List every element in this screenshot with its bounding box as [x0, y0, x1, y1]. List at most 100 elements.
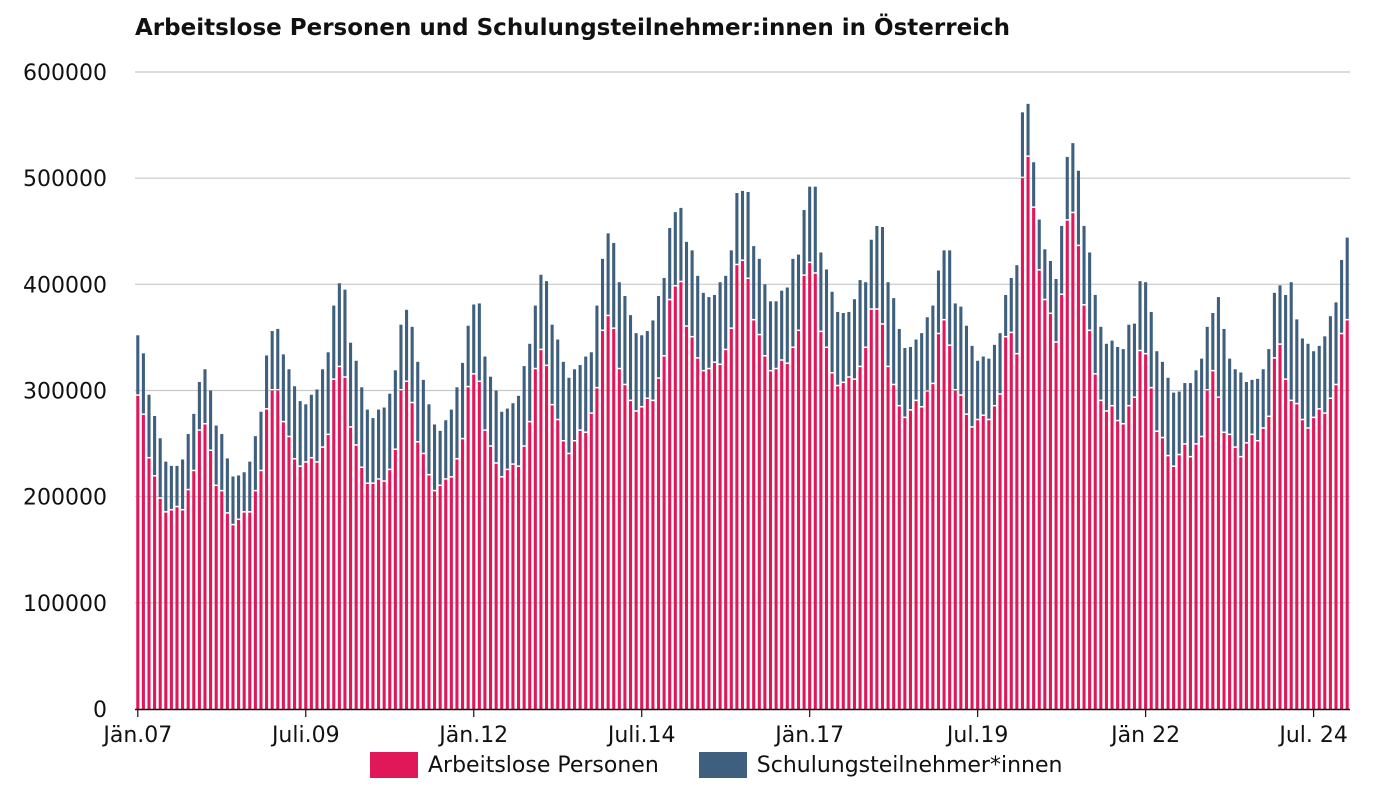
bar-schulungsteilnehmer[interactable]: [225, 458, 229, 513]
legend-item-schulungsteilnehmer[interactable]: Schulungsteilnehmer*innen: [698, 752, 1062, 778]
bar-arbeitslose[interactable]: [192, 471, 196, 709]
bar-arbeitslose[interactable]: [617, 369, 621, 709]
bar-schulungsteilnehmer[interactable]: [539, 274, 543, 349]
bar-schulungsteilnehmer[interactable]: [1099, 326, 1103, 400]
bar-arbeitslose[interactable]: [449, 477, 453, 709]
bar-schulungsteilnehmer[interactable]: [1317, 345, 1321, 409]
bar-arbeitslose[interactable]: [1043, 300, 1047, 709]
bar-arbeitslose[interactable]: [735, 265, 739, 709]
bar-schulungsteilnehmer[interactable]: [668, 228, 672, 299]
bar-arbeitslose[interactable]: [651, 401, 655, 709]
bar-schulungsteilnehmer[interactable]: [1054, 279, 1058, 342]
bar-schulungsteilnehmer[interactable]: [813, 186, 817, 273]
bar-schulungsteilnehmer[interactable]: [1328, 316, 1332, 398]
bar-arbeitslose[interactable]: [936, 334, 941, 709]
bar-schulungsteilnehmer[interactable]: [752, 246, 756, 319]
bar-schulungsteilnehmer[interactable]: [399, 324, 403, 389]
bar-arbeitslose[interactable]: [959, 395, 963, 709]
bar-arbeitslose[interactable]: [1295, 404, 1299, 709]
bar-arbeitslose[interactable]: [880, 324, 885, 709]
bar-arbeitslose[interactable]: [1228, 435, 1232, 709]
legend-item-arbeitslose[interactable]: Arbeitslose Personen: [370, 752, 659, 778]
bar-arbeitslose[interactable]: [164, 512, 168, 709]
bar-schulungsteilnehmer[interactable]: [343, 289, 347, 377]
bar-arbeitslose[interactable]: [645, 398, 649, 709]
bar-arbeitslose[interactable]: [158, 498, 162, 709]
bar-arbeitslose[interactable]: [1177, 455, 1181, 709]
bar-schulungsteilnehmer[interactable]: [136, 335, 140, 395]
bar-schulungsteilnehmer[interactable]: [1043, 249, 1047, 299]
bar-schulungsteilnehmer[interactable]: [914, 339, 918, 400]
bar-arbeitslose[interactable]: [696, 358, 700, 709]
bar-arbeitslose[interactable]: [852, 379, 857, 709]
bar-arbeitslose[interactable]: [1009, 333, 1013, 709]
bar-arbeitslose[interactable]: [421, 454, 425, 709]
bar-arbeitslose[interactable]: [544, 366, 549, 709]
bar-arbeitslose[interactable]: [746, 279, 750, 709]
bar-schulungsteilnehmer[interactable]: [948, 250, 952, 345]
bar-arbeitslose[interactable]: [628, 401, 633, 709]
bar-schulungsteilnehmer[interactable]: [147, 394, 151, 457]
bar-arbeitslose[interactable]: [875, 309, 879, 709]
bar-arbeitslose[interactable]: [1323, 413, 1327, 709]
bar-schulungsteilnehmer[interactable]: [841, 313, 845, 382]
bar-schulungsteilnehmer[interactable]: [1323, 336, 1327, 413]
bar-arbeitslose[interactable]: [578, 430, 582, 709]
bar-schulungsteilnehmer[interactable]: [908, 346, 913, 410]
bar-schulungsteilnehmer[interactable]: [612, 242, 616, 328]
bar-arbeitslose[interactable]: [517, 466, 521, 709]
bar-schulungsteilnehmer[interactable]: [684, 241, 689, 326]
bar-schulungsteilnehmer[interactable]: [953, 303, 957, 389]
bar-schulungsteilnehmer[interactable]: [287, 369, 291, 436]
bar-schulungsteilnehmer[interactable]: [679, 207, 683, 281]
bar-schulungsteilnehmer[interactable]: [438, 430, 442, 485]
bar-schulungsteilnehmer[interactable]: [141, 353, 145, 414]
bar-arbeitslose[interactable]: [948, 345, 952, 709]
bar-arbeitslose[interactable]: [225, 513, 229, 709]
bar-arbeitslose[interactable]: [796, 331, 801, 709]
bar-arbeitslose[interactable]: [908, 410, 913, 709]
bar-arbeitslose[interactable]: [533, 369, 537, 709]
bar-schulungsteilnehmer[interactable]: [220, 434, 224, 490]
bar-arbeitslose[interactable]: [1132, 397, 1136, 709]
bar-schulungsteilnehmer[interactable]: [645, 331, 649, 398]
bar-schulungsteilnehmer[interactable]: [869, 239, 873, 309]
bar-schulungsteilnehmer[interactable]: [1060, 225, 1064, 294]
bar-arbeitslose[interactable]: [847, 377, 851, 709]
bar-schulungsteilnehmer[interactable]: [830, 291, 834, 373]
bar-arbeitslose[interactable]: [942, 320, 946, 709]
bar-schulungsteilnehmer[interactable]: [321, 369, 325, 447]
bar-schulungsteilnehmer[interactable]: [623, 296, 627, 384]
bar-schulungsteilnehmer[interactable]: [757, 258, 761, 334]
bar-schulungsteilnehmer[interactable]: [1244, 382, 1248, 443]
bar-arbeitslose[interactable]: [1149, 388, 1153, 709]
bar-arbeitslose[interactable]: [1200, 437, 1204, 709]
bar-arbeitslose[interactable]: [1250, 435, 1254, 709]
bar-schulungsteilnehmer[interactable]: [1334, 302, 1338, 384]
bar-arbeitslose[interactable]: [281, 422, 285, 709]
bar-schulungsteilnehmer[interactable]: [690, 250, 694, 336]
bar-schulungsteilnehmer[interactable]: [214, 425, 218, 485]
bar-arbeitslose[interactable]: [371, 483, 375, 709]
bar-schulungsteilnehmer[interactable]: [1267, 349, 1271, 416]
bar-schulungsteilnehmer[interactable]: [774, 301, 778, 368]
bar-arbeitslose[interactable]: [808, 263, 812, 709]
bar-arbeitslose[interactable]: [1060, 294, 1064, 709]
bar-schulungsteilnehmer[interactable]: [326, 352, 330, 434]
bar-schulungsteilnehmer[interactable]: [1071, 143, 1075, 212]
bar-schulungsteilnehmer[interactable]: [1104, 343, 1108, 411]
bar-arbeitslose[interactable]: [466, 387, 470, 709]
bar-schulungsteilnehmer[interactable]: [673, 212, 677, 285]
bar-schulungsteilnehmer[interactable]: [981, 356, 985, 415]
bar-arbeitslose[interactable]: [511, 464, 515, 709]
bar-arbeitslose[interactable]: [673, 286, 677, 709]
bar-arbeitslose[interactable]: [886, 367, 890, 709]
bar-arbeitslose[interactable]: [500, 477, 504, 709]
bar-schulungsteilnehmer[interactable]: [365, 409, 369, 483]
bar-schulungsteilnehmer[interactable]: [572, 369, 577, 440]
bar-schulungsteilnehmer[interactable]: [1127, 324, 1131, 405]
bar-schulungsteilnehmer[interactable]: [987, 358, 991, 419]
bar-arbeitslose[interactable]: [326, 435, 330, 709]
bar-schulungsteilnehmer[interactable]: [298, 401, 302, 466]
bar-schulungsteilnehmer[interactable]: [707, 297, 711, 368]
